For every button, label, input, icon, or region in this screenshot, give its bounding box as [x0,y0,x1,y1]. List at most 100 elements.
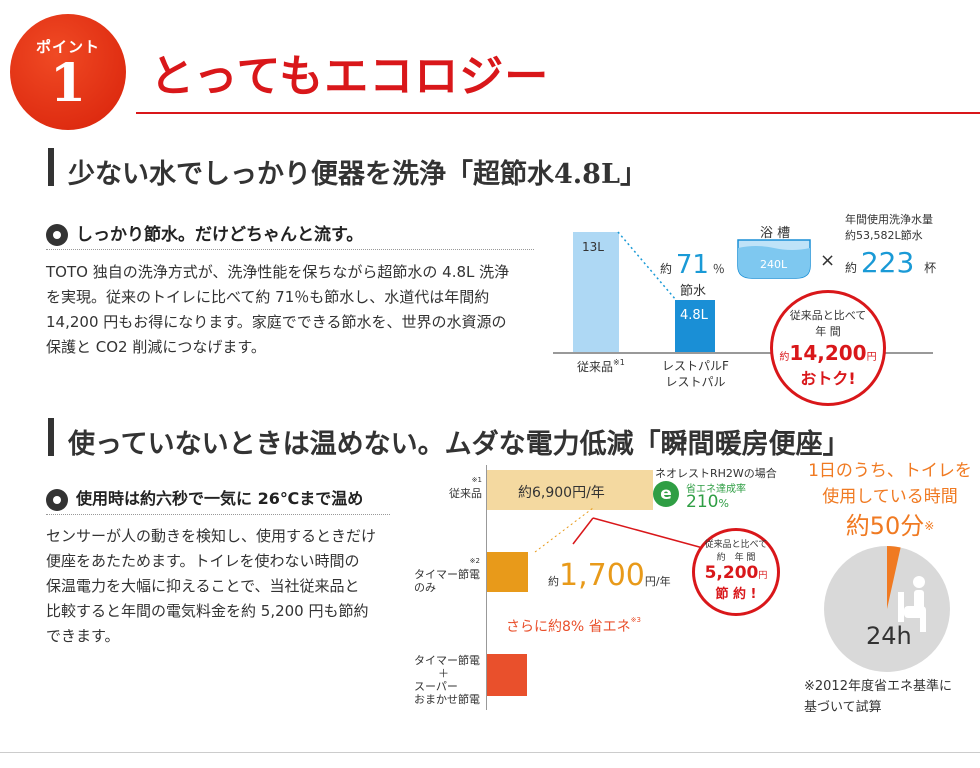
section1-body: TOTO 独自の洗浄方式が、洗浄性能を保ちながら超節水の 4.8L 洗浄 を実現… [46,260,546,360]
section2-body-line: できます。 [46,627,120,645]
power-timer-value: 1,700 [559,558,645,593]
usage-footnote-line: ※2012年度省エネ基準に [804,679,952,694]
water-bar-new-label: 4.8L [680,308,708,323]
power-cat-timer-note: ※2 [469,557,480,565]
water-saving-label: 節水 [680,284,707,299]
power-cat-super-line: スーパー [414,680,458,693]
section2-body-line: 保温電力を大幅に抑えることで、当社従来品と [46,577,360,595]
usage-time-title: 1日のうち、トイレを 使用している時間 約50分※ [800,458,980,542]
water-circle-line: 従来品と比べて [789,309,867,322]
toilet-user-icon [898,576,926,632]
power-cat-old-text: 従来品 [449,487,482,500]
water-axis-old-text: 従来品 [577,360,614,374]
power-cat-timer-line: タイマー節電 [414,568,480,581]
section2-body-line: センサーが人の動きを検知し、使用するときだけ [46,527,377,545]
power-bar-old-label: 約6,900円/年 [518,485,605,501]
section1-heading: 少ない水でしっかり便器を洗浄「超節水4.8L」 [68,159,647,190]
power-extra-saving-text: さらに約8% 省エネ [506,619,631,635]
section1-body-line: 保護と CO2 削減につなげます。 [46,338,266,356]
section2-body: センサーが人の動きを検知し、使用するときだけ 便座をあたためます。トイレを使わな… [46,524,406,649]
water-circle-prefix: 約 [779,352,790,363]
section1-heading-bar [48,148,54,186]
usage-time-title-line: 使用している時間 [822,487,958,507]
bathtub-count-value: 223 [860,246,915,279]
water-circle-value: 14,200 [789,341,867,365]
usage-pie-chart [824,546,950,672]
power-circle-line: 従来品と比べて [704,540,768,550]
section1-subheading: しっかり節水。だけどちゃんと流す。 [46,220,363,246]
point-badge: ポイント 1 [10,14,126,130]
section1-dotted-divider [46,249,534,250]
power-bar-timer [487,552,528,592]
annual-water-title-line: 約53,582L節水 [845,229,923,242]
point-badge-label: ポイント [35,38,100,56]
power-extra-saving: さらに約8% 省エネ※3 [506,616,641,636]
water-axis-new-line: レストパル [665,375,726,389]
header-divider [136,112,980,114]
section1-body-line: 14,200 円もお得になります。家庭でできる節水を、世界の水資源の [46,313,507,331]
eco-value: 210% [686,492,729,512]
eco-title: ネオレストRH2Wの場合 [655,467,777,480]
usage-footnote-line: 基づいて試算 [804,700,882,715]
power-bar-old [487,470,653,510]
power-timer-unit: 円/年 [644,575,671,588]
water-chart-baseline [553,352,933,354]
usage-pie-total: 24h [866,622,912,650]
power-cat-old-note: ※1 [471,476,482,484]
water-axis-new-line: レストパルF [662,359,729,373]
power-circle-value: 5,200 [704,563,759,583]
power-cat-timer: ※2 タイマー節電 のみ [414,555,480,594]
usage-time-title-line: 1日のうち、トイレを [808,461,972,481]
power-cat-super: タイマー節電 ＋ スーパー おまかせ節電 [414,654,480,706]
water-saving-unit: ％ [712,262,725,276]
bathtub-icon [737,239,811,279]
section2-heading-bar [48,418,54,456]
water-circle-otoku: おトク! [800,369,856,388]
eco-mark-icon: e [653,481,679,507]
water-bar-old [573,232,619,352]
section2-body-line: 便座をあたためます。トイレを使わない時間の [46,552,360,570]
water-circle-line: 年 間 [815,325,841,338]
power-cat-super-line: タイマー節電 [414,654,480,667]
times-symbol: × [820,250,836,271]
bathtub-count-unit: 杯 [924,261,937,275]
power-timer-prefix: 約 [548,575,559,588]
water-bar-new [675,300,715,352]
eco-value-number: 210 [686,492,719,512]
power-chart-axis [486,465,487,710]
bathtub-count-prefix: 約 [845,261,858,275]
power-circle-unit: 円 [758,571,768,581]
eco-value-unit: % [718,497,729,510]
water-axis-old-note: ※1 [613,358,625,367]
annual-water-title-line: 年間使用洗浄水量 [845,213,933,226]
power-circle-setsuyaku: 節 約 ! [715,587,757,602]
water-saving-percent: 約 71 ％ [660,250,725,280]
section2-subheading: 使用時は約六秒で一気に 26℃まで温め [46,485,363,511]
power-cat-super-line: おまかせ節電 [414,693,480,706]
section1-subheading-text: しっかり節水。だけどちゃんと流す。 [76,225,364,245]
usage-footnote: ※2012年度省エネ基準に 基づいて試算 [804,676,952,718]
section2-heading: 使っていないときは温めない。ムダな電力低減「瞬間暖房便座」 [68,429,850,460]
footer-divider [0,752,980,753]
power-cat-super-line: ＋ [438,667,449,680]
water-axis-new: レストパルF レストパル [662,358,729,390]
water-bar-old-label: 13L [582,240,604,254]
annual-water-title: 年間使用洗浄水量 約53,582L節水 [845,212,933,244]
eco-sub: 省エネ達成率 [686,484,746,495]
power-bar-timer-label: 約1,700円/年 [548,558,671,593]
bathtub-volume: 240L [760,258,788,271]
water-saving-circle: 従来品と比べて 年 間 約14,200円 おトク! [770,290,886,406]
section1-body-line: を実現。従来のトイレに比べて約 71％も節水し、水道代は年間約 [46,288,490,306]
power-cat-old: ※1 従来品 [444,474,482,500]
usage-pie-slice [887,546,901,609]
water-axis-old: 従来品※1 [577,358,625,375]
section2-body-line: 比較すると年間の電気料金を約 5,200 円も節約 [46,602,369,620]
power-saving-circle: 従来品と比べて 約 年 間 5,200円 節 約 ! [692,528,780,616]
usage-time-value: 約50分 [845,512,925,540]
bathtub-count: 約 223 杯 [845,246,936,279]
section2-dotted-divider [46,514,390,515]
point-badge-number: 1 [49,53,87,114]
bathtub-label: 浴 槽 [760,226,791,241]
page-title: とってもエコロジー [150,51,550,102]
section1-body-line: TOTO 独自の洗浄方式が、洗浄性能を保ちながら超節水の 4.8L 洗浄 [46,263,510,281]
